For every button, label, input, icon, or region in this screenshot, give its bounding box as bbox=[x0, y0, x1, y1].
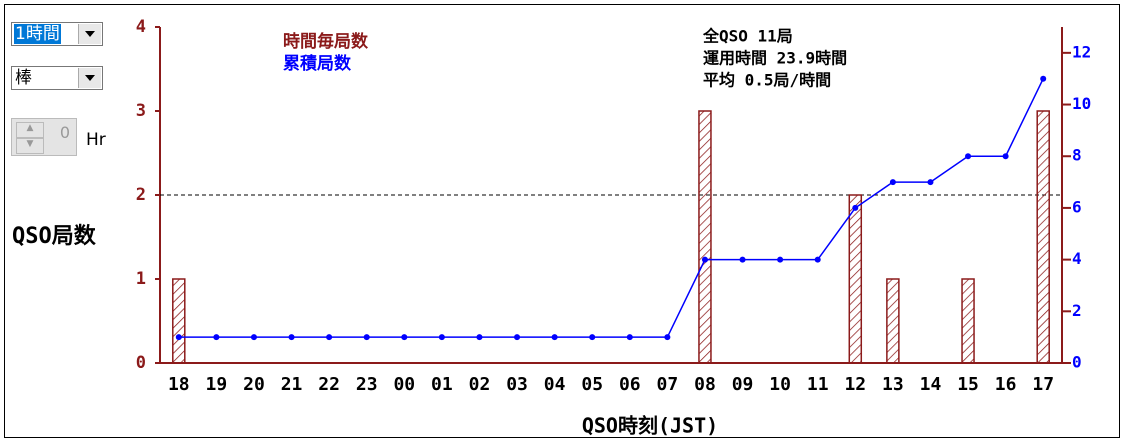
y-tick-label: 0 bbox=[136, 353, 146, 373]
line-point bbox=[438, 334, 445, 341]
y2-tick-label: 6 bbox=[1072, 197, 1082, 216]
y2-tick-label: 2 bbox=[1072, 301, 1082, 320]
x-tick-label: 17 bbox=[1032, 374, 1054, 395]
bar bbox=[698, 110, 712, 364]
x-tick-label: 11 bbox=[807, 374, 829, 395]
annotation: 平均 0.5局/時間 bbox=[703, 71, 831, 90]
style-value: 棒 bbox=[15, 68, 32, 88]
line-point bbox=[401, 334, 408, 341]
line-point bbox=[852, 204, 859, 211]
line-point bbox=[739, 256, 746, 263]
interval-value: 1時間 bbox=[14, 24, 61, 44]
line-point bbox=[363, 334, 370, 341]
offset-unit: Hr bbox=[86, 130, 106, 150]
line-point bbox=[288, 334, 295, 341]
line-point bbox=[965, 153, 972, 160]
x-tick-label: 13 bbox=[882, 374, 904, 395]
x-tick-label: 18 bbox=[168, 374, 190, 395]
interval-select[interactable]: 1時間 bbox=[11, 22, 103, 46]
spin-down[interactable]: ▼ bbox=[16, 138, 44, 154]
line-point bbox=[927, 179, 934, 186]
y2-tick-label: 0 bbox=[1072, 353, 1082, 372]
x-tick-label: 12 bbox=[844, 374, 866, 395]
annotation: 運用時間 23.9時間 bbox=[703, 49, 847, 68]
window-frame bbox=[4, 4, 1120, 438]
offset-spinner[interactable]: ▲ ▼ 0 bbox=[11, 118, 77, 156]
x-tick-label: 15 bbox=[957, 374, 979, 395]
x-tick-label: 16 bbox=[995, 374, 1017, 395]
bar bbox=[886, 278, 900, 364]
x-tick-label: 14 bbox=[920, 374, 942, 395]
y-tick-label: 2 bbox=[136, 185, 146, 205]
y-axis-title: QSO局数 bbox=[12, 223, 97, 249]
y2-tick-label: 8 bbox=[1072, 146, 1082, 165]
legend-label: 時間毎局数 bbox=[283, 31, 369, 52]
x-tick-label: 09 bbox=[732, 374, 754, 395]
x-tick-label: 22 bbox=[318, 374, 340, 395]
line-point bbox=[326, 334, 333, 341]
x-tick-label: 01 bbox=[431, 374, 453, 395]
dropdown-arrow[interactable] bbox=[78, 68, 101, 88]
y2-tick-label: 4 bbox=[1072, 249, 1082, 268]
legend-label: 累積局数 bbox=[283, 53, 352, 74]
y-tick-label: 3 bbox=[136, 101, 146, 121]
line-point bbox=[250, 334, 257, 341]
line-point bbox=[814, 256, 821, 263]
x-tick-label: 20 bbox=[243, 374, 265, 395]
x-tick-label: 08 bbox=[694, 374, 716, 395]
y-tick-label: 4 bbox=[136, 17, 146, 37]
bar bbox=[961, 278, 975, 364]
y-tick-label: 1 bbox=[136, 269, 146, 289]
spin-up[interactable]: ▲ bbox=[16, 122, 44, 138]
offset-value: 0 bbox=[59, 123, 70, 142]
cumulative-line bbox=[178, 78, 1044, 338]
line-point bbox=[175, 334, 182, 341]
bar bbox=[172, 278, 186, 364]
x-tick-label: 07 bbox=[657, 374, 679, 395]
x-tick-label: 02 bbox=[469, 374, 491, 395]
dropdown-arrow[interactable] bbox=[78, 24, 101, 44]
x-axis-title: QSO時刻(JST) bbox=[582, 414, 718, 438]
line-point bbox=[476, 334, 483, 341]
bar bbox=[1036, 110, 1050, 364]
line-point bbox=[889, 179, 896, 186]
line-point bbox=[701, 256, 708, 263]
x-tick-label: 23 bbox=[356, 374, 378, 395]
x-tick-label: 19 bbox=[206, 374, 228, 395]
y2-tick-label: 10 bbox=[1072, 94, 1091, 113]
x-tick-label: 03 bbox=[506, 374, 528, 395]
line-point bbox=[626, 334, 633, 341]
line-point bbox=[1002, 153, 1009, 160]
line-point bbox=[551, 334, 558, 341]
bar bbox=[848, 194, 863, 364]
x-tick-label: 04 bbox=[544, 374, 566, 395]
x-tick-label: 21 bbox=[281, 374, 303, 395]
x-tick-label: 06 bbox=[619, 374, 641, 395]
line-point bbox=[514, 334, 521, 341]
style-select[interactable]: 棒 bbox=[11, 66, 103, 90]
x-tick-label: 10 bbox=[769, 374, 791, 395]
annotation: 全QSO 11局 bbox=[702, 27, 793, 46]
line-point bbox=[589, 334, 596, 341]
x-tick-label: 05 bbox=[581, 374, 603, 395]
line-point bbox=[213, 334, 220, 341]
line-point bbox=[1040, 75, 1047, 82]
x-tick-label: 00 bbox=[393, 374, 415, 395]
line-point bbox=[664, 334, 671, 341]
line-point bbox=[777, 256, 784, 263]
y2-tick-label: 12 bbox=[1072, 42, 1091, 61]
